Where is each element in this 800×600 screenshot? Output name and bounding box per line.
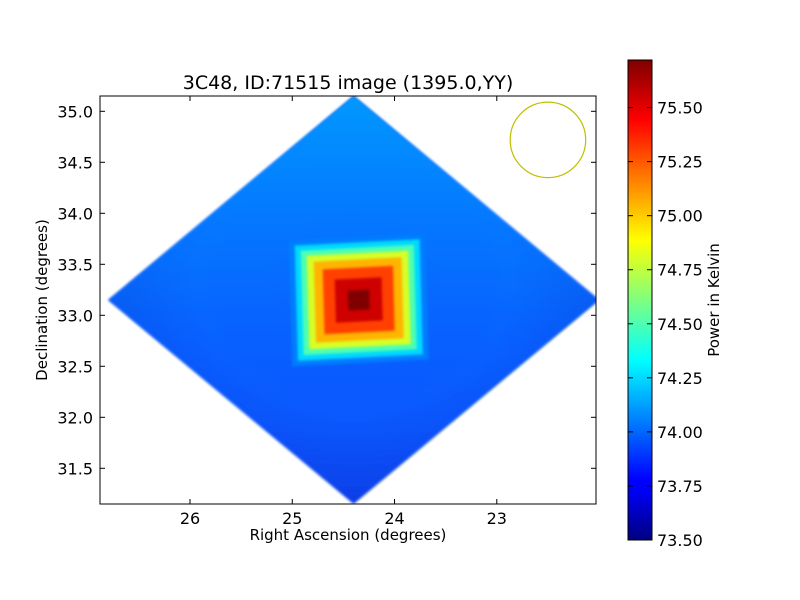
y-tick-label: 31.5 (57, 459, 93, 478)
x-tick-label: 23 (487, 509, 507, 528)
colorbar: 73.50 73.75 74.00 74.25 74.50 74.75 75.00 75.25… (627, 59, 723, 550)
x-axis: 26 25 24 23 (180, 96, 507, 528)
y-tick-label: 33.0 (57, 306, 93, 325)
plot-frame (99, 95, 597, 505)
y-axis-label: Declination (degrees) (33, 219, 51, 381)
source-contour-level-7 (347, 289, 370, 311)
x-tick-label: 26 (180, 509, 200, 528)
chart-title: 3C48, ID:71515 image (1395.0,YY) (183, 72, 514, 94)
colorbar-tick-label: 74.75 (657, 261, 703, 280)
x-tick-label: 24 (384, 509, 404, 528)
bright-source (288, 233, 429, 367)
colorbar-tick-label: 75.00 (657, 207, 703, 226)
x-axis-label: Right Ascension (degrees) (250, 526, 447, 544)
y-tick-label: 32.5 (57, 357, 93, 376)
y-tick-label: 34.5 (57, 153, 93, 172)
heatmap-image (108, 96, 596, 504)
colorbar-tick-label: 74.00 (657, 423, 703, 442)
colorbar-ticks: 73.50 73.75 74.00 74.25 74.50 74.75 75.00 75.25… (628, 99, 703, 550)
y-axis: 31.5 32.0 32.5 33.0 33.5 34.0 34.5 35.0 (57, 102, 596, 478)
y-tick-label: 34.0 (57, 204, 93, 223)
colorbar-tick-label: 74.50 (657, 315, 703, 334)
colorbar-tick-label: 75.50 (657, 99, 703, 118)
colorbar-tick-label: 73.75 (657, 477, 703, 496)
colorbar-tick-label: 75.25 (657, 153, 703, 172)
x-tick-label: 25 (282, 509, 302, 528)
y-tick-label: 32.0 (57, 408, 93, 427)
colorbar-label: Power in Kelvin (705, 243, 723, 357)
beam-ellipse (509, 101, 587, 179)
colorbar-gradient (627, 59, 653, 541)
y-tick-label: 35.0 (57, 102, 93, 121)
colorbar-tick-label: 73.50 (657, 531, 703, 550)
colorbar-tick-label: 74.25 (657, 369, 703, 388)
y-tick-label: 33.5 (57, 255, 93, 274)
